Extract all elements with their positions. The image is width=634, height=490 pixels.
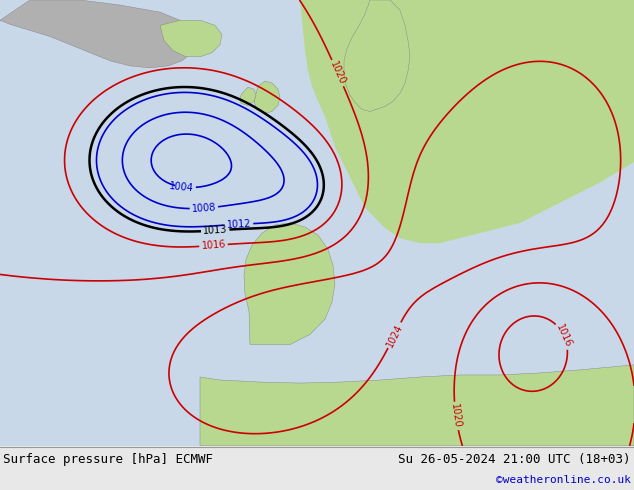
- Polygon shape: [250, 0, 634, 243]
- Text: 1016: 1016: [201, 240, 226, 251]
- Polygon shape: [244, 223, 335, 344]
- Polygon shape: [344, 0, 410, 112]
- Text: 1016: 1016: [554, 323, 574, 349]
- Text: 1020: 1020: [328, 60, 347, 86]
- Text: ©weatheronline.co.uk: ©weatheronline.co.uk: [496, 475, 631, 485]
- Polygon shape: [160, 20, 222, 57]
- Text: 1013: 1013: [203, 225, 228, 236]
- Polygon shape: [254, 81, 280, 114]
- Polygon shape: [0, 0, 198, 68]
- Text: 1004: 1004: [169, 181, 194, 193]
- Polygon shape: [200, 365, 634, 446]
- Text: Su 26-05-2024 21:00 UTC (18+03): Su 26-05-2024 21:00 UTC (18+03): [399, 453, 631, 466]
- Text: 1020: 1020: [450, 403, 463, 429]
- Polygon shape: [240, 87, 256, 105]
- Text: 1012: 1012: [226, 219, 252, 230]
- Text: Surface pressure [hPa] ECMWF: Surface pressure [hPa] ECMWF: [3, 453, 213, 466]
- Text: 1024: 1024: [384, 322, 404, 348]
- Text: 1008: 1008: [191, 202, 216, 214]
